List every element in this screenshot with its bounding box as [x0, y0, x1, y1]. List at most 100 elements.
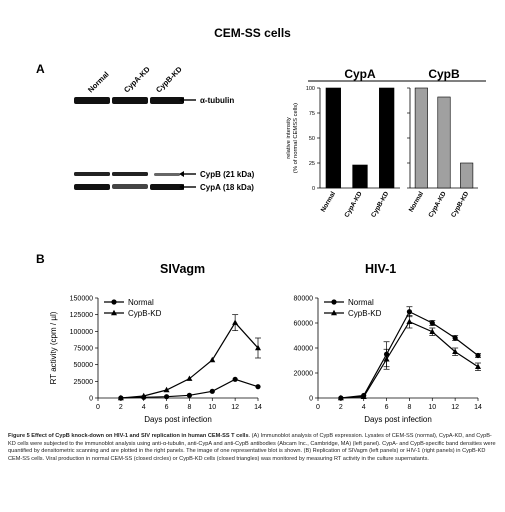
hiv1-chart-title: HIV-1 [365, 262, 397, 276]
y-tick-label: 25000 [74, 379, 94, 386]
y-tick-label: 75000 [74, 346, 94, 353]
data-point-circle [452, 335, 458, 341]
cypa-bar-chart: CypA 0 25 50 75 100 relative intensity (% of no… [286, 66, 408, 219]
panel-b-letter: B [36, 252, 45, 266]
hiv1-line-chart: 0 20000 40000 60000 80000 0 2 4 6 8 10 12 14 Days pos… [294, 296, 482, 425]
cypa-label: CypA (18 kDa) [200, 183, 254, 192]
figure-title: CEM-SS cells [214, 26, 291, 40]
x-tick-label: 12 [231, 404, 239, 411]
y-axis-label: (% of normal CEMSS cells) [293, 103, 299, 173]
cypb-bands [74, 172, 180, 176]
category-label: CypA-KD [343, 190, 363, 218]
densitometry-charts: CypA 0 25 50 75 100 relative intensity (% of no… [286, 66, 486, 219]
x-tick-label: 14 [254, 404, 262, 411]
data-point-triangle [186, 375, 193, 381]
caption-title: Figure 5 Effect of CypB knock-down on HI… [8, 433, 249, 439]
legend-marker-triangle [111, 309, 117, 316]
x-tick-label: 4 [362, 404, 366, 411]
data-point-circle [475, 352, 481, 359]
data-point-triangle [140, 392, 147, 399]
x-tick-label: 12 [451, 404, 459, 411]
y-tick-label: 25 [309, 161, 315, 167]
data-point-triangle [406, 318, 413, 324]
x-tick-label: 0 [316, 404, 320, 411]
category-label: CypB-KD [450, 190, 470, 218]
data-point-triangle [383, 356, 390, 362]
x-tick-label: 6 [385, 404, 389, 411]
data-point-triangle [429, 328, 436, 334]
category-label: CypB-KD [370, 190, 390, 218]
legend-label-normal: Normal [128, 298, 154, 307]
cypb-bar-chart: CypB Normal CypA-KD CypB-KD [398, 66, 486, 219]
tubulin-bands [74, 97, 184, 104]
x-tick-label: 4 [142, 404, 146, 411]
y-tick-label: 100000 [70, 329, 93, 336]
cypb-arrow [179, 171, 196, 177]
bar [437, 96, 451, 189]
legend-marker-triangle [331, 309, 337, 316]
tubulin-label: α-tubulin [200, 96, 234, 105]
data-point-triangle [232, 319, 239, 325]
x-tick-label: 0 [96, 404, 100, 411]
data-point-circle [255, 384, 261, 390]
data-point-circle [232, 376, 238, 382]
data-point-triangle [452, 348, 459, 354]
title-bg [424, 66, 464, 80]
x-tick-label: 8 [407, 404, 411, 411]
x-axis-label: Days post infection [364, 415, 432, 424]
x-tick-label: 6 [165, 404, 169, 411]
x-axis-label: Days post infection [144, 415, 212, 424]
x-tick-label: 2 [119, 404, 123, 411]
caption-text: . (A) Immunoblot analysis of CypB expres… [8, 433, 496, 462]
y-tick-label: 100 [306, 86, 315, 92]
title-bg [340, 66, 380, 80]
panel-a-letter: A [36, 62, 45, 76]
figure-caption: Figure 5 Effect of CypB knock-down on HI… [8, 433, 498, 463]
bar [460, 162, 474, 189]
lane-label-cypa-kd: CypA-KD [122, 64, 152, 94]
y-tick-label: 50000 [74, 362, 94, 369]
data-point-triangle [117, 394, 124, 401]
data-point-circle [406, 309, 413, 315]
data-point-triangle [209, 356, 216, 363]
lane-label-normal: Normal [86, 70, 111, 95]
data-point-circle [429, 320, 435, 326]
y-tick-label: 75 [309, 111, 315, 117]
category-label: Normal [408, 190, 425, 213]
legend-label-cypb-kd: CypB-KD [348, 309, 382, 318]
category-label: CypA-KD [427, 190, 447, 218]
chart-title-cypb: CypB [428, 67, 460, 81]
x-tick-label: 10 [208, 404, 216, 411]
y-tick-label: 50 [309, 136, 315, 142]
bar [414, 87, 428, 189]
sivagm-line-chart: 0 25000 50000 75000 100000 125000 150000 0 2 4 6 8 1… [49, 296, 262, 425]
sivagm-chart-title: SIVagm [160, 262, 206, 276]
legend-marker-circle [111, 299, 117, 305]
y-tick-label: 125000 [70, 312, 93, 319]
cypa-bands [74, 184, 184, 190]
cypb-label: CypB (21 kDa) [200, 170, 255, 179]
y-tick-label: 40000 [294, 346, 314, 353]
y-tick-label: 0 [312, 186, 315, 192]
x-tick-label: 14 [474, 404, 482, 411]
data-point-circle [209, 388, 215, 394]
cypa-arrow [179, 184, 196, 190]
tubulin-arrow [179, 97, 196, 103]
y-tick-label: 60000 [294, 321, 314, 328]
bar [379, 87, 395, 189]
category-label: Normal [320, 190, 337, 213]
data-point-circle [163, 394, 170, 400]
series-line-cypb-kd [120, 321, 259, 399]
bar [325, 87, 341, 189]
y-tick-label: 150000 [70, 296, 93, 303]
legend-marker-circle [331, 299, 337, 305]
data-point-circle [186, 392, 193, 398]
x-tick-label: 8 [187, 404, 191, 411]
y-tick-label: 20000 [294, 371, 314, 378]
series-line-cypb-kd [340, 320, 479, 399]
data-point-triangle [337, 394, 344, 401]
y-axis-label: relative intensity [286, 117, 292, 159]
lane-label-cypb-kd: CypB-KD [154, 64, 184, 94]
data-point-triangle [163, 386, 170, 393]
x-tick-label: 2 [339, 404, 343, 411]
